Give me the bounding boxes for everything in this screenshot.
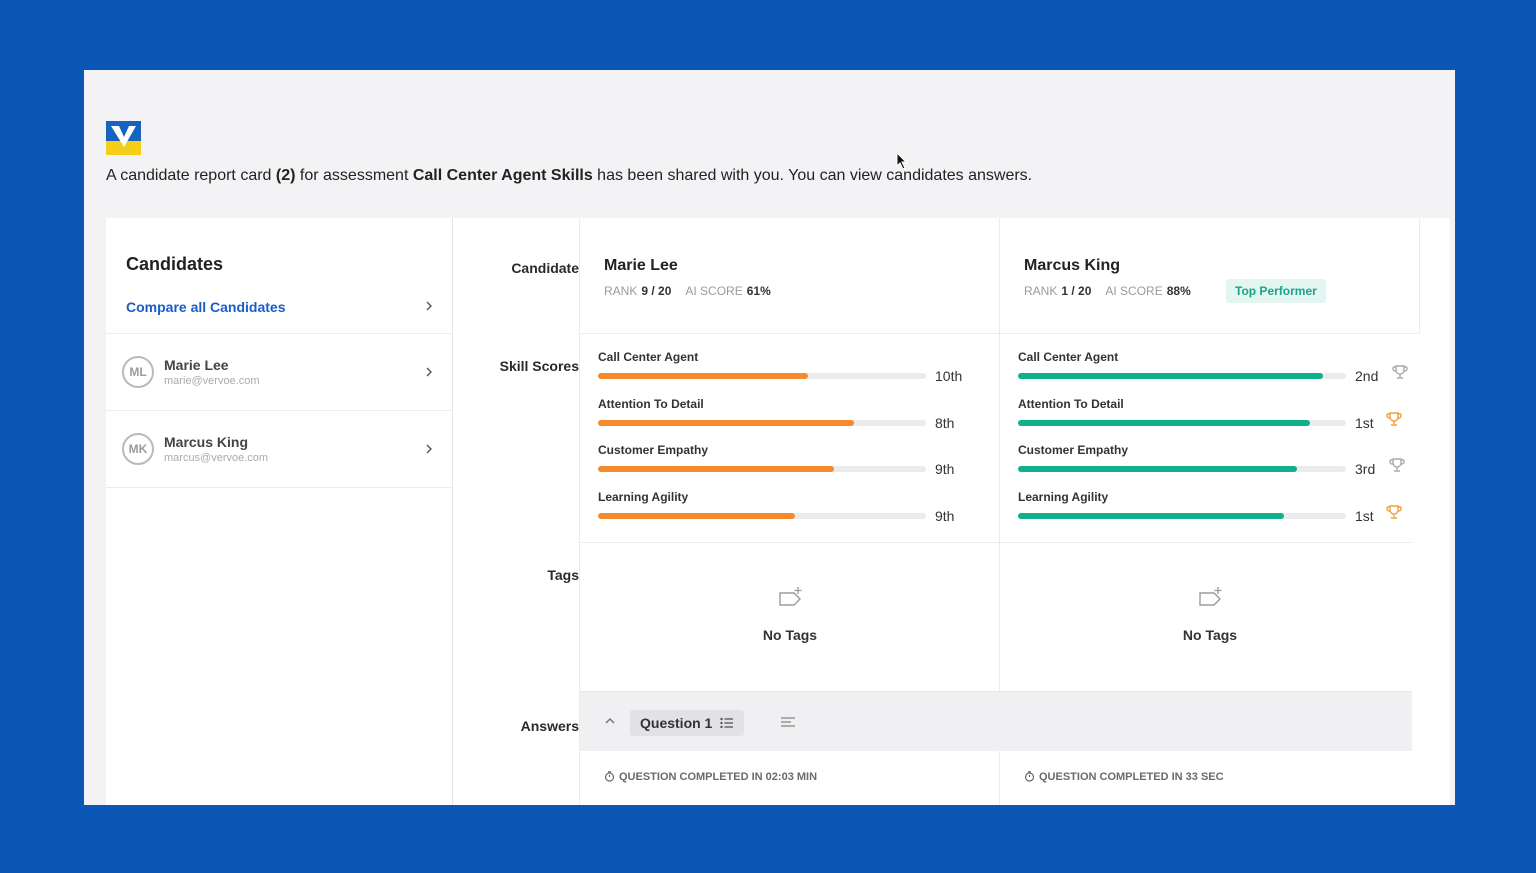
comparison-panel: Candidates Compare all Candidates ML Mar…: [106, 218, 1450, 805]
skill-row: Customer Empathy 3rd: [1018, 443, 1408, 489]
intro-message: A candidate report card (2) for assessme…: [106, 167, 1033, 184]
sidebar-item-marie-lee[interactable]: ML Marie Lee marie@vervoe.com: [106, 334, 453, 411]
skill-bar: [1018, 420, 1346, 426]
skill-bar: [598, 513, 926, 519]
sidebar-header: Candidates Compare all Candidates: [106, 218, 453, 334]
rank-value: 9 / 20: [641, 284, 672, 298]
tags-empty-state: No Tags: [580, 543, 1000, 691]
chevron-right-icon[interactable]: [424, 367, 434, 377]
skill-rank: 10th: [935, 368, 963, 384]
skill-rank: 3rd: [1355, 461, 1376, 477]
rank-value: 1 / 20: [1061, 284, 1092, 298]
trophy-icon: [1392, 365, 1408, 379]
candidate-name: Marcus King: [164, 434, 249, 450]
mouse-cursor-icon: [896, 152, 908, 170]
row-label-skill-scores: Skill Scores: [499, 358, 579, 374]
assessment-name: Call Center Agent Skills: [412, 167, 593, 184]
no-tags-label: No Tags: [1182, 627, 1238, 643]
trophy-icon: [1386, 412, 1402, 426]
answers-toolbar: Question 1: [580, 691, 1412, 751]
sidebar-item-marcus-king[interactable]: MK Marcus King marcus@vervoe.com: [106, 411, 453, 488]
skill-row: Learning Agility 1st: [1018, 490, 1408, 536]
question-completed-time: QUESTION COMPLETED IN 02:03 MIN: [604, 771, 817, 783]
skill-row: Attention To Detail 1st: [1018, 397, 1408, 443]
candidate-name: Marie Lee: [604, 257, 678, 274]
sidebar-title: Candidates: [126, 254, 224, 274]
skill-row: Attention To Detail 8th: [598, 397, 955, 431]
no-tags-label: No Tags: [762, 627, 818, 643]
trophy-icon: [1386, 505, 1402, 519]
skill-rank: 1st: [1355, 508, 1374, 524]
stopwatch-icon: [1024, 771, 1035, 782]
top-performer-badge: Top Performer: [1226, 279, 1326, 303]
candidate-email: marie@vervoe.com: [164, 375, 260, 387]
row-label-candidate: Candidate: [511, 260, 579, 276]
ai-score-value: 88%: [1166, 284, 1191, 298]
stopwatch-icon: [604, 771, 615, 782]
skill-rank: 9th: [935, 508, 955, 524]
row-labels: Candidate Skill Scores Tags Answers: [454, 218, 580, 805]
text-align-icon[interactable]: [780, 716, 796, 728]
candidate-header: Marcus King RANK 1 / 20 AI SCORE 88% Top Pe…: [1000, 218, 1420, 334]
row-label-answers: Answers: [520, 718, 579, 734]
list-icon: [720, 717, 734, 729]
skill-bar: [1018, 513, 1346, 519]
row-label-tags: Tags: [547, 567, 579, 583]
chevron-up-icon[interactable]: [604, 716, 616, 726]
skill-bar: [598, 420, 926, 426]
skill-row: Customer Empathy 9th: [598, 443, 955, 477]
question-completed-time: QUESTION COMPLETED IN 33 SEC: [1024, 771, 1224, 783]
skill-bar: [598, 466, 926, 472]
candidate-header: Marie Lee RANK 9 / 20 AI SCORE 61%: [580, 218, 1000, 334]
candidate-email: marcus@vervoe.com: [164, 452, 269, 464]
candidate-name: Marie Lee: [164, 357, 229, 373]
add-tag-icon[interactable]: [776, 585, 806, 611]
compare-all-candidates-link[interactable]: Compare all Candidates: [126, 299, 286, 315]
skill-bar: [598, 373, 926, 379]
add-tag-icon[interactable]: [1196, 585, 1226, 611]
skill-rank: 1st: [1355, 415, 1374, 431]
avatar: MK: [122, 433, 154, 465]
question-selector[interactable]: Question 1: [630, 710, 745, 736]
skill-rank: 2nd: [1355, 368, 1379, 384]
candidate-name: Marcus King: [1024, 257, 1121, 274]
skill-rank: 9th: [935, 461, 955, 477]
tags-empty-state: No Tags: [1000, 543, 1420, 691]
chevron-right-icon[interactable]: [424, 301, 434, 311]
skill-row: Call Center Agent 10th: [598, 350, 963, 384]
skill-row: Learning Agility 9th: [598, 490, 955, 524]
skill-rank: 8th: [935, 415, 955, 431]
skill-row: Call Center Agent 2nd: [1018, 350, 1408, 396]
skill-bar: [1018, 466, 1346, 472]
trophy-icon: [1389, 458, 1405, 472]
avatar: ML: [122, 356, 154, 388]
candidate-column-marcus-king: Marcus King RANK 1 / 20 AI SCORE 88% Top Pe…: [1000, 218, 1420, 805]
candidate-column-marie-lee: Marie Lee RANK 9 / 20 AI SCORE 61% Call Cen…: [580, 218, 1000, 805]
chevron-right-icon[interactable]: [424, 444, 434, 454]
candidate-meta: RANK 9 / 20 AI SCORE 61%: [604, 284, 771, 298]
candidate-meta: RANK 1 / 20 AI SCORE 88%: [1024, 284, 1191, 298]
ai-score-value: 61%: [746, 284, 771, 298]
vervoe-logo: [106, 121, 141, 155]
skill-bar: [1018, 373, 1346, 379]
report-window: A candidate report card (2) for assessme…: [84, 70, 1455, 805]
candidates-sidebar: Candidates Compare all Candidates ML Mar…: [106, 218, 453, 805]
